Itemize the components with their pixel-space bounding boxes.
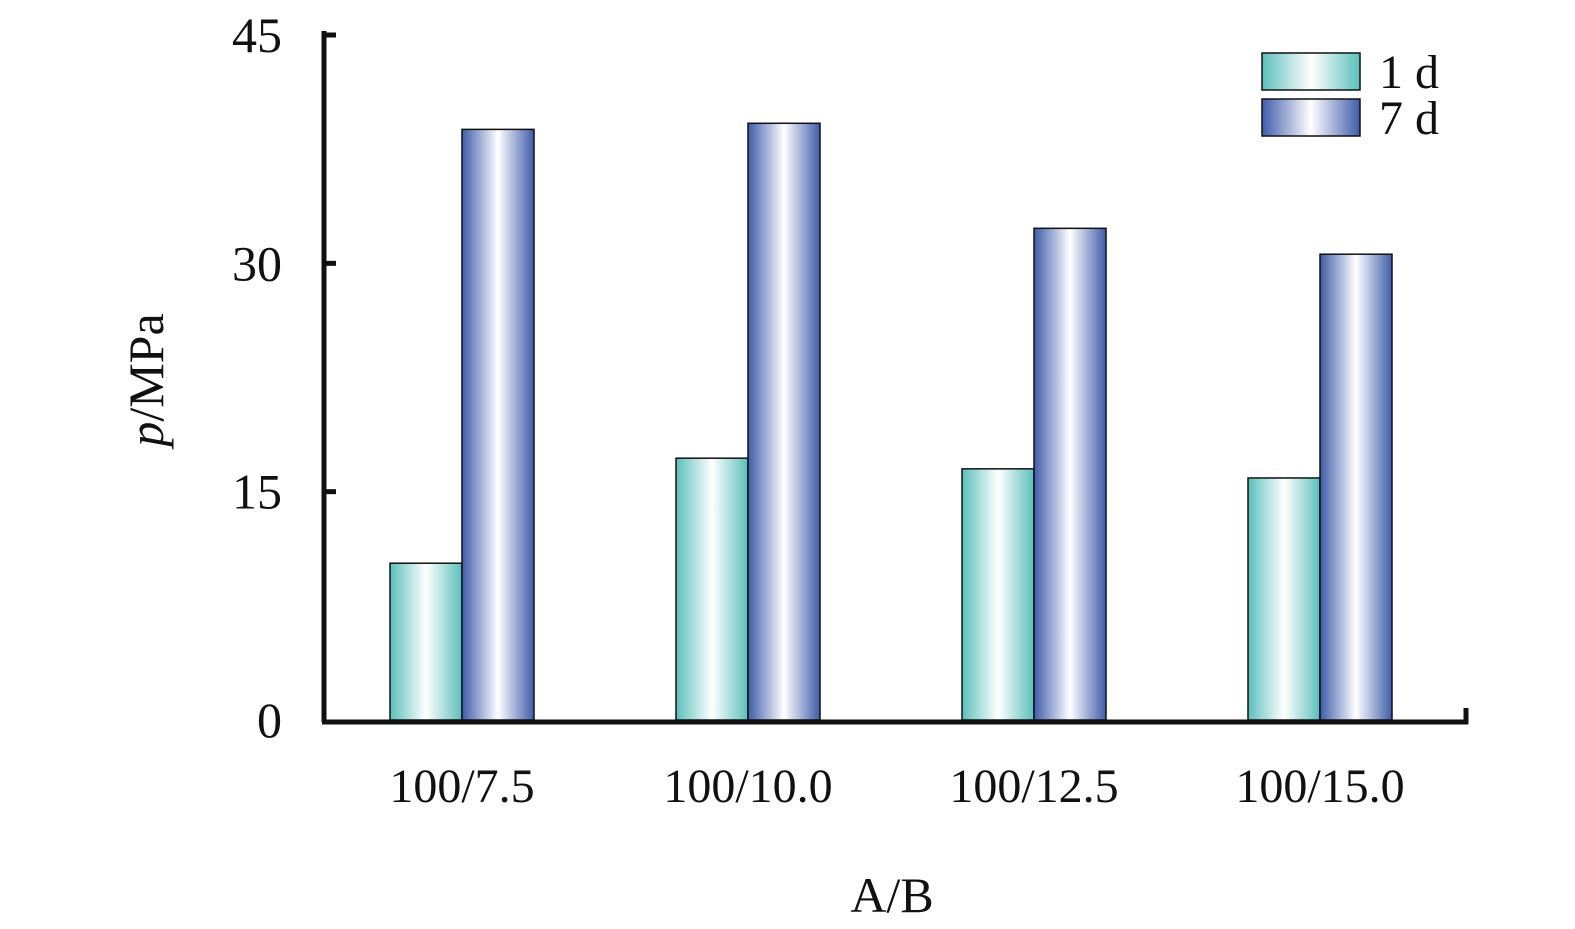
bar-7d-100/12.5 (1033, 227, 1107, 721)
bars-group (389, 122, 1393, 721)
bar-7d-100/10.0 (747, 122, 821, 721)
y-tick-label-45: 45 (232, 7, 282, 63)
x-category-label-100/15.0: 100/15.0 (1235, 760, 1404, 813)
x-category-label-100/12.5: 100/12.5 (949, 760, 1118, 813)
y-tick-label-0: 0 (257, 692, 282, 748)
bar-7d-100/15.0 (1319, 253, 1393, 721)
y-ticks-group: 0 15 30 45 (232, 7, 336, 748)
x-categories-group: 100/7.5 100/10.0 100/12.5 100/15.0 (389, 760, 1404, 813)
y-axis-title: p/MPa (118, 313, 174, 449)
legend-label-7d: 7 d (1379, 92, 1439, 145)
x-axis-title: A/B (850, 867, 933, 923)
bar-1d-100/7.5 (389, 562, 463, 721)
bar-1d-100/15.0 (1247, 477, 1321, 721)
x-category-label-100/7.5: 100/7.5 (389, 760, 534, 813)
legend: 1 d 7 d (1261, 46, 1439, 145)
y-tick-label-15: 15 (232, 464, 282, 520)
x-category-label-100/10.0: 100/10.0 (663, 760, 832, 813)
y-tick-label-30: 30 (232, 235, 282, 291)
bar-1d-100/12.5 (961, 468, 1035, 721)
legend-label-1d: 1 d (1379, 46, 1439, 99)
legend-swatch-7d (1261, 98, 1361, 137)
bar-1d-100/10.0 (675, 457, 749, 721)
bar-7d-100/7.5 (461, 128, 535, 721)
y-axis-title-italic: p (118, 422, 174, 450)
legend-swatch-1d (1261, 52, 1361, 91)
y-axis-title-unit: /MPa (118, 313, 174, 421)
